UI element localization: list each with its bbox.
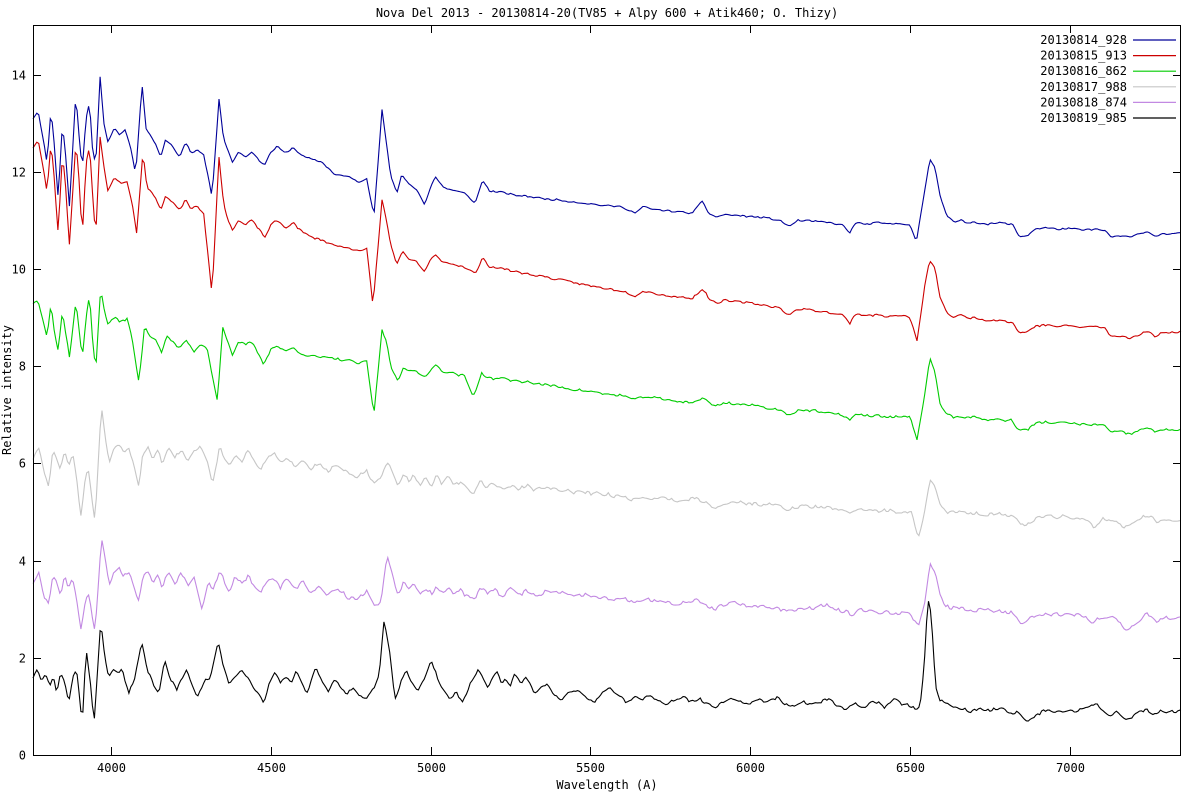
legend-entry: 20130819_985 — [1040, 111, 1176, 125]
y-tick-label: 4 — [19, 555, 26, 569]
legend-label: 20130818_874 — [1040, 95, 1127, 109]
legend-entry: 20130814_928 — [1040, 33, 1176, 47]
axis-ticks: 4000 4500 5000 5500 6000 6500 7000 0 2 4 6 8 10 12 14 — [12, 25, 1181, 775]
series-20130814_928-path — [32, 76, 1181, 240]
y-tick-label: 14 — [12, 69, 26, 83]
series-20130815_913-path — [32, 136, 1182, 342]
x-tick-label: 7000 — [1056, 761, 1085, 775]
plot-border — [33, 25, 1181, 756]
series-20130819_985-path — [32, 601, 1182, 722]
y-tick-label: 8 — [19, 360, 26, 374]
series-curves — [32, 76, 1182, 722]
chart-title: Nova Del 2013 - 20130814-20(TV85 + Alpy … — [376, 6, 838, 20]
x-tick-label: 5000 — [417, 761, 446, 775]
legend-entry: 20130818_874 — [1040, 95, 1176, 109]
y-tick-label: 6 — [19, 457, 26, 471]
y-tick-label: 2 — [19, 652, 26, 666]
y-axis-label: Relative intensity — [0, 325, 14, 455]
series-20130818_874-path — [32, 540, 1182, 631]
legend-label: 20130814_928 — [1040, 33, 1127, 47]
x-tick-label: 4500 — [257, 761, 286, 775]
x-tick-label: 6500 — [896, 761, 925, 775]
y-tick-label: 0 — [19, 749, 26, 763]
y-tick-label: 12 — [12, 166, 26, 180]
legend-entry: 20130815_913 — [1040, 49, 1176, 63]
series-20130816_862-path — [32, 295, 1182, 441]
x-axis-label: Wavelength (A) — [556, 778, 657, 792]
x-tick-label: 4000 — [97, 761, 126, 775]
legend-entry: 20130817_988 — [1040, 80, 1176, 94]
legend-label: 20130817_988 — [1040, 80, 1127, 94]
legend-label: 20130815_913 — [1040, 49, 1127, 63]
legend-entry: 20130816_862 — [1040, 64, 1176, 78]
x-tick-label: 5500 — [576, 761, 605, 775]
legend-label: 20130819_985 — [1040, 111, 1127, 125]
y-tick-label: 10 — [12, 263, 26, 277]
legend-label: 20130816_862 — [1040, 64, 1127, 78]
series-20130817_988-path — [32, 410, 1182, 537]
x-tick-label: 6000 — [736, 761, 765, 775]
